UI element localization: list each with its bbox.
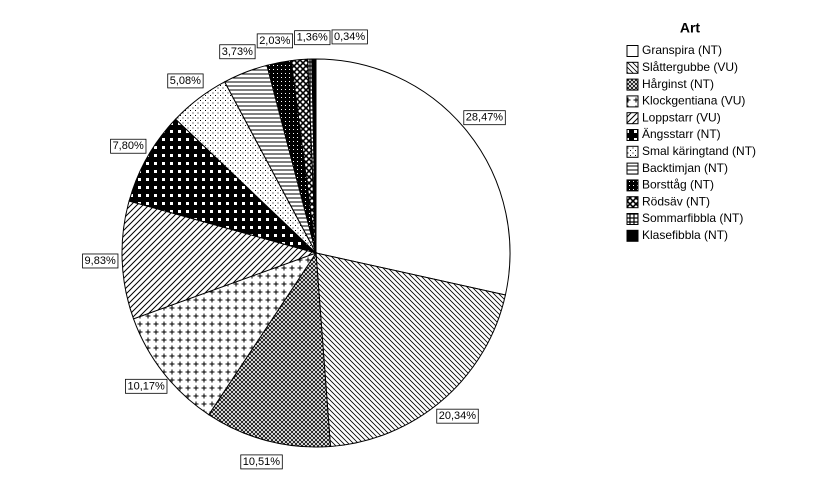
data-label-box (436, 408, 479, 424)
data-label: 0,34% (334, 31, 365, 43)
legend-label: Slåttergubbe (VU) (642, 60, 738, 74)
pie-slice (121, 200, 318, 320)
data-label: 1,36% (297, 32, 328, 44)
legend-swatch (626, 61, 639, 74)
legend-label: Loppstarr (VU) (642, 110, 721, 124)
pie-slice (315, 252, 507, 447)
legend-swatch (626, 229, 639, 242)
pie-slice (311, 58, 317, 254)
pie-slice (208, 251, 332, 448)
legend-title: Art (680, 20, 701, 36)
pie-slice (128, 118, 317, 254)
legend-swatch (626, 129, 639, 141)
data-label: 10,51% (243, 456, 281, 468)
data-label-box (82, 253, 119, 269)
pie-slice (315, 58, 511, 296)
legend-swatch (626, 162, 639, 175)
pie-slice (132, 252, 318, 416)
data-label: 7,80% (113, 140, 144, 152)
legend-label: Klasefibbla (NT) (642, 228, 728, 242)
legend-swatch (626, 213, 639, 225)
legend-swatch (626, 179, 639, 192)
legend-label: Klockgentiana (VU) (642, 94, 745, 108)
legend-label: Smal käringtand (NT) (642, 144, 756, 158)
legend-label: Sommarfibbla (NT) (642, 211, 743, 225)
legend-swatch (626, 112, 639, 125)
data-label: 10,17% (127, 380, 165, 392)
data-label: 20,34% (439, 410, 477, 422)
data-label-box (110, 138, 147, 154)
legend-swatch (626, 145, 639, 158)
data-label-box (256, 33, 294, 49)
data-label: 5,08% (170, 75, 201, 87)
data-label: 28,47% (466, 112, 504, 124)
legend-swatch (626, 196, 639, 209)
legend-swatch (626, 95, 639, 108)
legend-label: Hårginst (NT) (642, 77, 714, 91)
data-label-box (463, 110, 506, 126)
legend-label: Ängsstarr (NT) (642, 127, 721, 141)
legend-label: Rödsäv (NT) (642, 194, 710, 208)
legend-swatch (626, 78, 639, 91)
data-label: 3,73% (222, 46, 253, 58)
data-label-box (219, 44, 256, 60)
legend-swatch (626, 45, 639, 57)
data-label-box (294, 30, 331, 46)
legend-label: Granspira (NT) (642, 43, 722, 57)
data-label-box (240, 454, 283, 470)
data-label: 2,03% (259, 35, 290, 47)
data-label-box (331, 29, 368, 45)
legend-label: Borsttåg (NT) (642, 178, 714, 192)
legend-label: Backtimjan (NT) (642, 161, 728, 175)
data-label-box (167, 73, 204, 89)
data-label: 9,83% (85, 255, 116, 267)
data-label-box (125, 378, 168, 394)
